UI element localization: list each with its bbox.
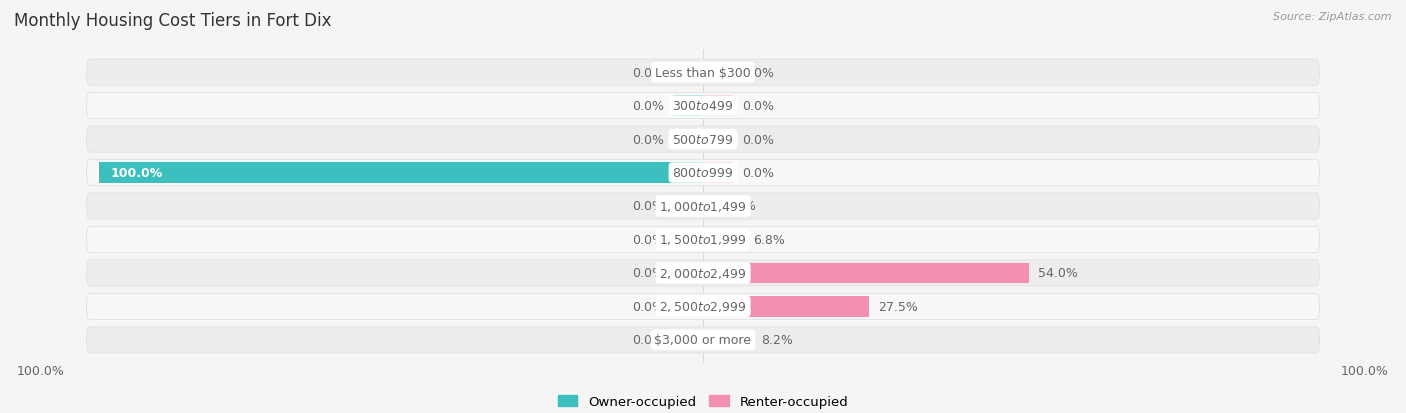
Text: 0.0%: 0.0%	[631, 200, 664, 213]
Text: 54.0%: 54.0%	[1039, 267, 1078, 280]
Text: 0.0%: 0.0%	[742, 166, 775, 180]
Text: 8.2%: 8.2%	[762, 334, 793, 347]
Bar	[673, 263, 703, 284]
Text: 0.0%: 0.0%	[742, 66, 775, 79]
Text: 0.0%: 0.0%	[631, 233, 664, 247]
FancyBboxPatch shape	[87, 60, 1319, 86]
Bar	[703, 63, 733, 83]
Text: $1,000 to $1,499: $1,000 to $1,499	[659, 199, 747, 214]
Text: $1,500 to $1,999: $1,500 to $1,999	[659, 233, 747, 247]
Bar	[703, 230, 744, 250]
Text: Source: ZipAtlas.com: Source: ZipAtlas.com	[1274, 12, 1392, 22]
Text: $3,000 or more: $3,000 or more	[655, 334, 751, 347]
Text: $2,500 to $2,999: $2,500 to $2,999	[659, 300, 747, 313]
Text: 100.0%: 100.0%	[111, 166, 163, 180]
Text: 100.0%: 100.0%	[17, 364, 65, 377]
FancyBboxPatch shape	[87, 160, 1319, 186]
Text: 0.0%: 0.0%	[631, 100, 664, 113]
Bar	[703, 163, 733, 183]
Text: 0.0%: 0.0%	[631, 334, 664, 347]
Legend: Owner-occupied, Renter-occupied: Owner-occupied, Renter-occupied	[553, 389, 853, 413]
Bar	[703, 330, 752, 350]
Bar	[673, 129, 703, 150]
Text: 0.0%: 0.0%	[631, 300, 664, 313]
FancyBboxPatch shape	[87, 260, 1319, 286]
Bar	[673, 330, 703, 350]
Bar	[673, 230, 703, 250]
Text: 27.5%: 27.5%	[879, 300, 918, 313]
Bar	[673, 296, 703, 317]
Text: $500 to $799: $500 to $799	[672, 133, 734, 146]
Text: 0.0%: 0.0%	[631, 267, 664, 280]
Bar	[703, 196, 716, 217]
FancyBboxPatch shape	[87, 227, 1319, 253]
FancyBboxPatch shape	[87, 193, 1319, 220]
Bar	[703, 263, 1029, 284]
Text: Monthly Housing Cost Tiers in Fort Dix: Monthly Housing Cost Tiers in Fort Dix	[14, 12, 332, 30]
Bar	[98, 163, 703, 183]
FancyBboxPatch shape	[87, 327, 1319, 353]
Text: $2,000 to $2,499: $2,000 to $2,499	[659, 266, 747, 280]
FancyBboxPatch shape	[87, 127, 1319, 153]
Text: 100.0%: 100.0%	[1341, 364, 1389, 377]
Bar	[673, 96, 703, 117]
Bar	[703, 96, 733, 117]
Bar	[703, 129, 733, 150]
FancyBboxPatch shape	[87, 294, 1319, 320]
Text: 0.0%: 0.0%	[742, 100, 775, 113]
FancyBboxPatch shape	[87, 93, 1319, 119]
Bar	[673, 63, 703, 83]
Bar	[673, 196, 703, 217]
Text: 0.0%: 0.0%	[631, 133, 664, 146]
Text: Less than $300: Less than $300	[655, 66, 751, 79]
Text: 6.8%: 6.8%	[754, 233, 785, 247]
Text: 0.0%: 0.0%	[742, 133, 775, 146]
Text: 2.0%: 2.0%	[724, 200, 756, 213]
Text: 0.0%: 0.0%	[631, 66, 664, 79]
Text: $800 to $999: $800 to $999	[672, 166, 734, 180]
Text: $300 to $499: $300 to $499	[672, 100, 734, 113]
Bar	[703, 296, 869, 317]
